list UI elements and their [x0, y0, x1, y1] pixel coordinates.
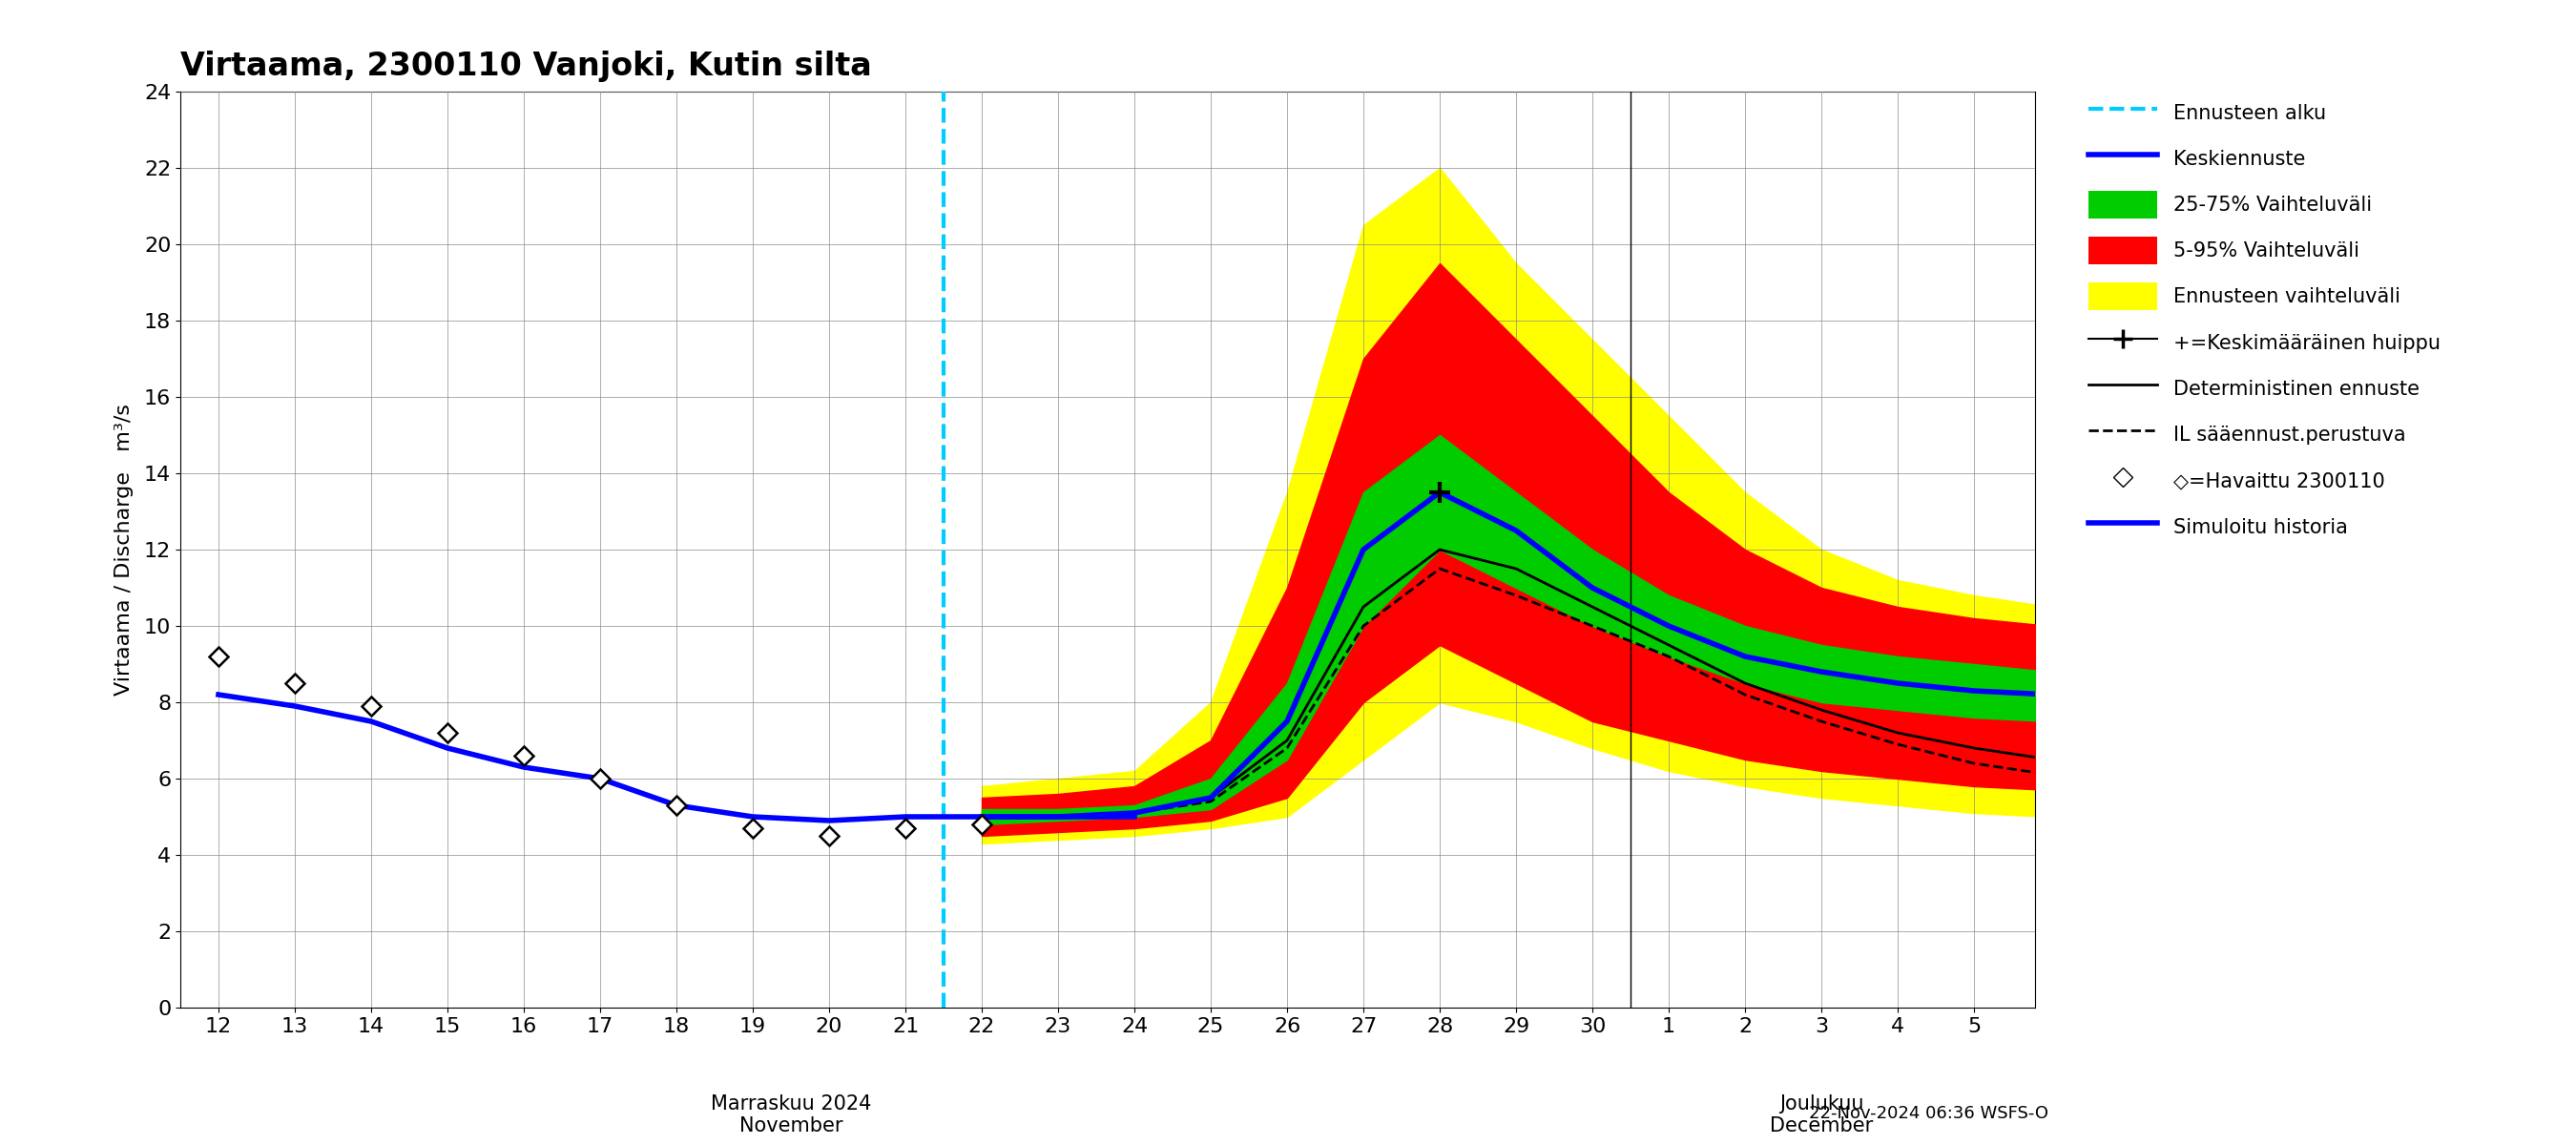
Legend: Ennusteen alku, Keskiennuste, 25-75% Vaihteluväli, 5-95% Vaihteluväli, Ennusteen: Ennusteen alku, Keskiennuste, 25-75% Vai… [2081, 93, 2447, 546]
Text: Virtaama, 2300110 Vanjoki, Kutin silta: Virtaama, 2300110 Vanjoki, Kutin silta [180, 50, 871, 82]
Text: Marraskuu 2024
November: Marraskuu 2024 November [711, 1095, 871, 1136]
Text: 22-Nov-2024 06:36 WSFS-O: 22-Nov-2024 06:36 WSFS-O [1808, 1105, 2048, 1122]
Text: Joulukuu
December: Joulukuu December [1770, 1095, 1873, 1136]
Y-axis label: Virtaama / Discharge   m³/s: Virtaama / Discharge m³/s [113, 403, 134, 695]
